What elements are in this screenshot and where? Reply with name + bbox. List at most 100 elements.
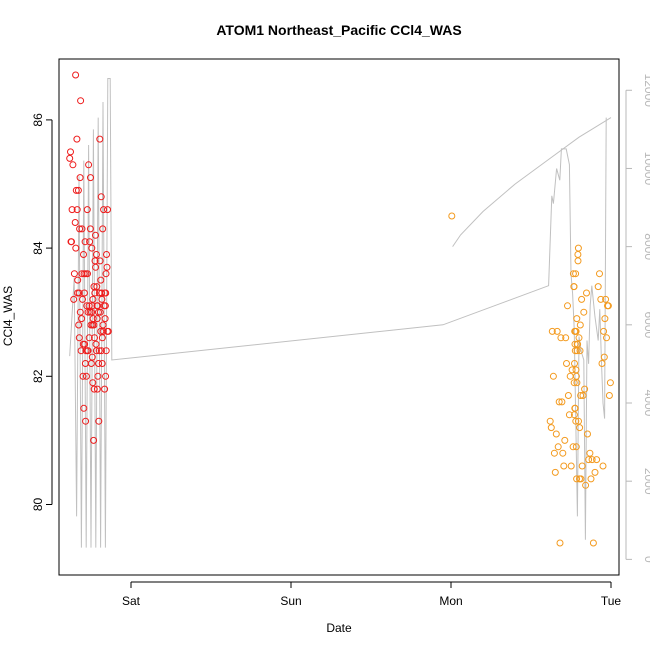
data-point-s2-64 <box>603 334 610 342</box>
data-point-s2-88 <box>570 283 578 291</box>
data-point-s1-53 <box>92 340 100 348</box>
y-tick-label-right-2000: 2000 <box>642 468 650 495</box>
data-point-s2-24 <box>568 366 576 374</box>
data-point-s2-61 <box>600 353 608 361</box>
data-point-s1-96 <box>96 257 104 265</box>
data-point-s1-92 <box>89 321 97 329</box>
data-point-s1-90 <box>82 347 90 355</box>
data-point-s1-110 <box>74 289 82 297</box>
data-point-s2-73 <box>572 366 580 374</box>
data-point-s2-11 <box>556 539 564 547</box>
data-point-s2-4 <box>549 372 557 380</box>
data-point-s2-36 <box>575 334 583 342</box>
data-point-s1-116 <box>102 289 110 297</box>
data-point-s2-12 <box>557 334 565 342</box>
data-point-s1-114 <box>93 283 101 291</box>
data-point-s1-115 <box>97 347 105 355</box>
data-point-s1-64 <box>97 193 105 201</box>
data-point-s2-43 <box>580 308 588 316</box>
y-tick-label-right-6000: 6000 <box>642 311 650 338</box>
data-point-s2-40 <box>578 295 586 303</box>
data-point-s2-89 <box>569 270 577 278</box>
data-point-s1-74 <box>102 270 110 278</box>
data-point-s1-14 <box>74 186 82 194</box>
data-point-s1-37 <box>85 161 93 169</box>
data-point-s1-13 <box>74 276 82 284</box>
data-point-s2-69 <box>570 379 578 387</box>
data-point-s1-112 <box>81 360 89 367</box>
data-point-s2-71 <box>571 340 579 348</box>
data-point-s2-29 <box>572 270 580 278</box>
data-point-s2-13 <box>558 398 566 406</box>
data-point-s1-26 <box>80 404 88 412</box>
data-point-s1-33 <box>83 302 91 310</box>
data-point-s2-44 <box>581 385 589 393</box>
data-point-s1-4 <box>68 206 76 214</box>
data-point-s2-58 <box>598 360 606 367</box>
data-point-s1-17 <box>76 225 84 233</box>
data-point-s2-37 <box>576 424 584 432</box>
data-point-s1-46 <box>89 379 97 387</box>
altitude-layer <box>69 78 612 548</box>
data-point-s2-15 <box>560 462 568 470</box>
x-tick-label-mon: Mon <box>439 594 462 608</box>
data-point-s1-52 <box>92 231 99 239</box>
y-tick-label-left-86: 86 <box>31 113 45 127</box>
x-tick-label-sun: Sun <box>280 594 301 608</box>
data-point-s1-108 <box>102 347 110 355</box>
data-point-s1-5 <box>69 161 77 169</box>
data-point-s1-11 <box>73 135 81 143</box>
y-axis-label: CCl4_WAS <box>1 286 15 346</box>
y-axis-right: 0 2000 4000 6000 8000 10000 12000 <box>625 74 650 563</box>
data-point-s2-81 <box>573 340 581 348</box>
data-point-s1-105 <box>90 385 98 393</box>
data-point-s1-87 <box>98 334 106 342</box>
data-point-s2-22 <box>566 372 574 380</box>
data-point-s2-17 <box>562 334 570 342</box>
y-axis-left: 80 82 84 86 <box>31 113 53 511</box>
data-point-s2-80 <box>577 392 585 399</box>
data-point-s2-23 <box>567 462 575 470</box>
data-point-s1-89 <box>80 289 88 297</box>
data-point-s1-62 <box>96 308 104 316</box>
data-point-s2-2 <box>547 424 555 432</box>
data-point-s1-104 <box>88 308 95 316</box>
data-point-s1-48 <box>90 436 98 444</box>
data-point-s1-36 <box>84 308 92 316</box>
data-point-s2-67 <box>605 392 613 399</box>
data-point-s1-80 <box>86 225 94 233</box>
data-point-s1-73 <box>102 372 110 380</box>
data-point-s1-43 <box>87 360 95 367</box>
y-tick-label-left-84: 84 <box>31 241 45 255</box>
data-point-s2-45 <box>582 481 590 489</box>
data-point-s1-19 <box>77 97 85 105</box>
data-point-s1-7 <box>70 270 78 278</box>
x-tick-label-sat: Sat <box>122 594 141 608</box>
chart-title: ATOM1 Northeast_Pacific CCl4_WAS <box>216 22 461 38</box>
data-point-s1-111 <box>75 334 83 342</box>
data-point-s2-55 <box>594 283 602 291</box>
plot-frame <box>58 58 620 576</box>
data-point-s2-7 <box>552 430 560 438</box>
data-point-s2-38 <box>576 321 584 329</box>
data-point-s1-66 <box>98 360 106 367</box>
data-point-s2-48 <box>585 456 593 464</box>
data-point-s2-1 <box>546 417 554 425</box>
data-point-s2-68 <box>606 379 614 387</box>
data-point-s2-0 <box>448 212 456 220</box>
data-point-s1-76 <box>103 263 111 271</box>
data-point-s1-86 <box>97 276 105 284</box>
points-layer <box>66 71 614 547</box>
data-point-s1-3 <box>68 238 75 246</box>
data-point-s2-66 <box>604 302 612 310</box>
data-point-s2-56 <box>596 270 603 278</box>
data-point-s2-35 <box>575 417 582 425</box>
y-tick-label-right-12000: 12000 <box>642 74 650 108</box>
altitude-line-0 <box>69 78 607 548</box>
data-point-s2-50 <box>587 475 595 483</box>
data-point-s2-25 <box>569 443 577 451</box>
altitude-line-1 <box>452 117 612 247</box>
data-point-s1-72 <box>101 315 109 323</box>
data-point-s2-52 <box>589 539 597 547</box>
